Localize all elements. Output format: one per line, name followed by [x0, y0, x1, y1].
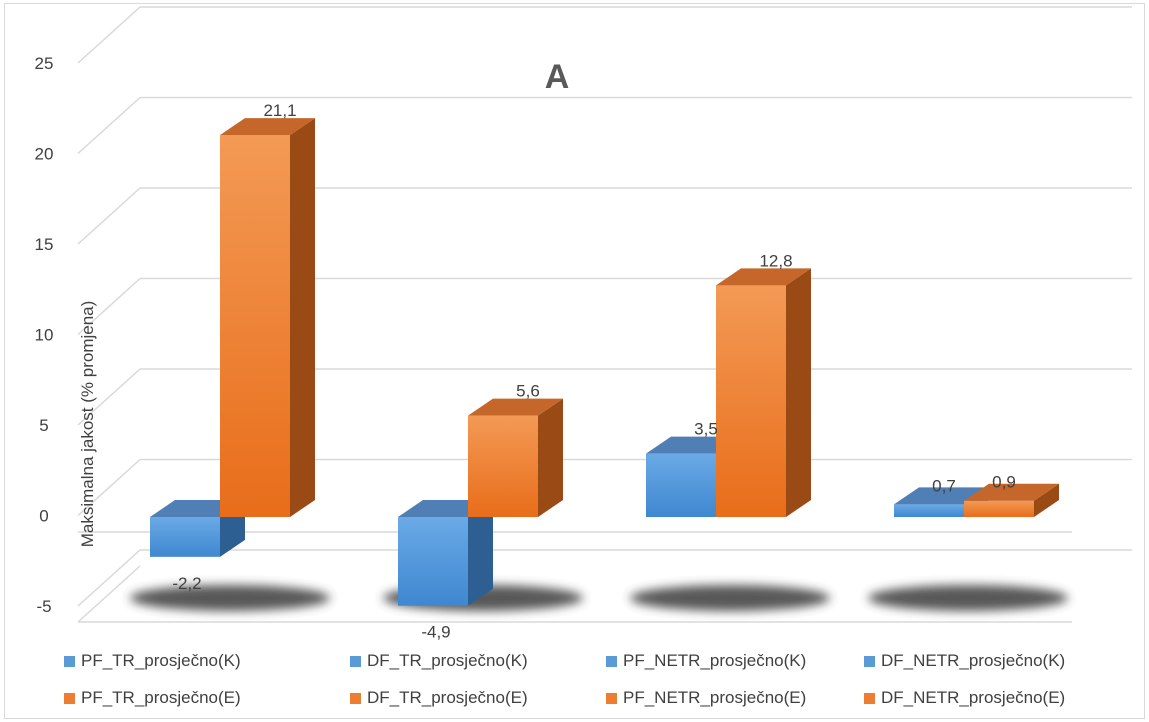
y-tick-label: 15 [35, 235, 54, 254]
y-tick-label: 20 [35, 145, 54, 164]
bar-side [1034, 483, 1059, 517]
bar-shadow [630, 585, 830, 611]
bar-e-1 [468, 415, 538, 517]
data-label: 0,7 [932, 476, 956, 495]
gridline-wall [77, 6, 141, 64]
bar-e-2 [716, 285, 786, 517]
data-label: 0,9 [992, 473, 1016, 492]
chart-title: A [545, 58, 570, 96]
y-tick-label: 25 [35, 54, 54, 73]
gridline-wall [77, 549, 141, 607]
data-label: 5,6 [516, 382, 540, 401]
bar-k-3 [894, 504, 964, 517]
data-label: 12,8 [759, 251, 792, 270]
bar-k-1 [398, 517, 468, 606]
bar-side [290, 118, 315, 517]
bar-top [964, 483, 1059, 501]
gridline-wall [77, 277, 141, 336]
bar-shadow [130, 585, 330, 611]
data-label: 3,5 [694, 420, 718, 439]
bar-side [538, 398, 563, 517]
gridline-wall [77, 187, 141, 245]
bar-top [716, 268, 811, 286]
bar-k-0 [150, 517, 220, 557]
gridline-wall [77, 368, 141, 426]
bar-side [786, 268, 811, 517]
data-label: 21,1 [263, 101, 296, 120]
bar-side [468, 500, 493, 606]
y-tick-label: 5 [39, 416, 48, 435]
floor-line [77, 565, 141, 623]
y-tick-label: -5 [36, 597, 51, 616]
bar-e-0 [220, 135, 290, 517]
bar-e-3 [964, 500, 1034, 517]
bar-k-2 [646, 453, 716, 517]
gridline-wall [77, 458, 141, 517]
data-label: -4,9 [421, 623, 450, 642]
bar-top [468, 398, 563, 416]
gridline-wall [77, 96, 141, 155]
bar-shadow [868, 585, 1068, 611]
y-tick-label: 10 [35, 326, 54, 345]
y-tick-label: 0 [39, 507, 48, 526]
bar-top [220, 118, 315, 136]
y-axis-label: Maksimalna jakost (% promjena) [78, 301, 97, 548]
data-label: -2,2 [172, 574, 201, 593]
